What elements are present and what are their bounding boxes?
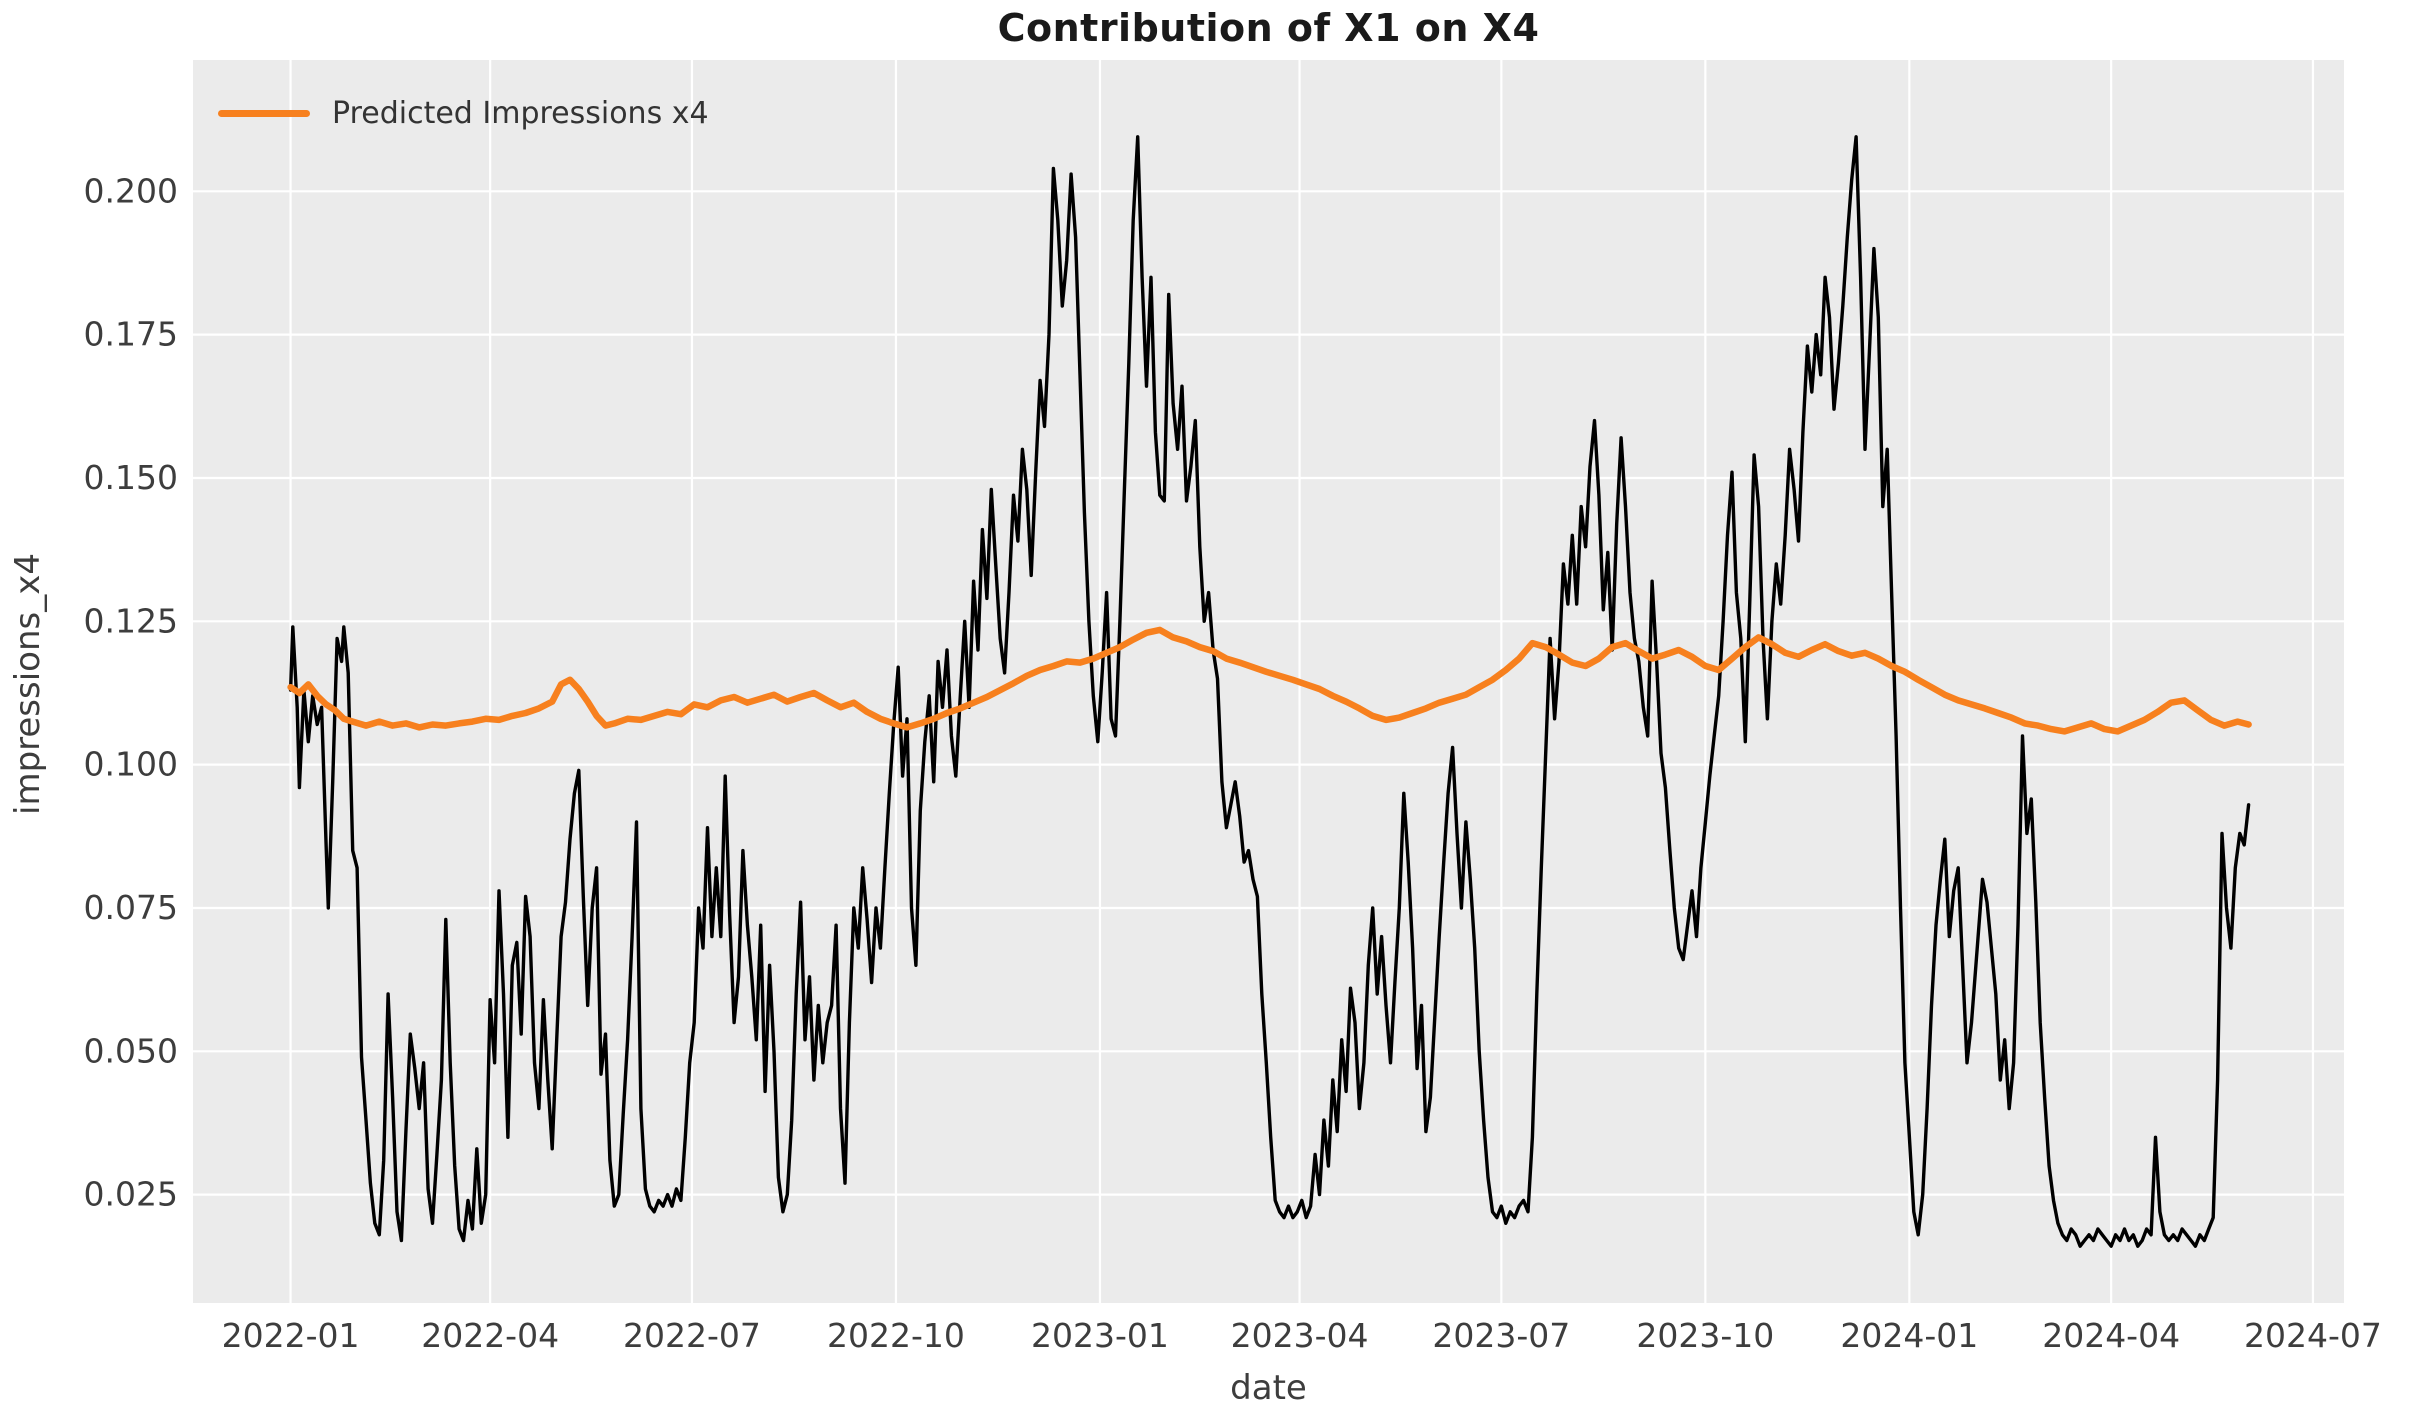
series-line-actual <box>288 135 2251 1248</box>
x-tick-label: 2022-01 <box>222 1316 360 1355</box>
y-tick-label: 0.075 <box>84 888 178 927</box>
tick-labels: 2022-01 2022-04 2022-07 2022-10 2023-01 2023-… <box>84 171 2382 1355</box>
legend-label: Predicted Impressions x4 <box>332 96 709 131</box>
chart-title: Contribution of X1 on X4 <box>997 6 1540 50</box>
x-tick-label: 2024-01 <box>1840 1316 1978 1355</box>
y-axis-label: impressions_x4 <box>8 553 48 815</box>
y-tick-label: 0.125 <box>84 601 178 640</box>
x-tick-label: 2022-07 <box>623 1316 761 1355</box>
x-tick-label: 2024-04 <box>2042 1316 2180 1355</box>
y-tick-label: 0.175 <box>84 315 178 354</box>
x-tick-label: 2024-07 <box>2244 1316 2382 1355</box>
x-axis-label: date <box>1230 1368 1307 1408</box>
legend: Predicted Impressions x4 <box>218 96 709 131</box>
grid <box>193 60 2344 1303</box>
y-tick-label: 0.050 <box>84 1031 178 1070</box>
x-tick-label: 2023-04 <box>1231 1316 1369 1355</box>
series-line-predicted <box>287 626 2252 735</box>
y-tick-label: 0.150 <box>84 458 178 497</box>
y-tick-label: 0.025 <box>84 1175 178 1214</box>
x-tick-label: 2023-10 <box>1636 1316 1774 1355</box>
y-tick-label: 0.200 <box>84 171 178 210</box>
y-tick-label: 0.100 <box>84 745 178 784</box>
legend-line-swatch <box>218 110 310 117</box>
x-tick-label: 2022-10 <box>827 1316 965 1355</box>
x-tick-label: 2022-04 <box>421 1316 559 1355</box>
x-tick-label: 2023-01 <box>1031 1316 1169 1355</box>
x-tick-label: 2023-07 <box>1432 1316 1570 1355</box>
